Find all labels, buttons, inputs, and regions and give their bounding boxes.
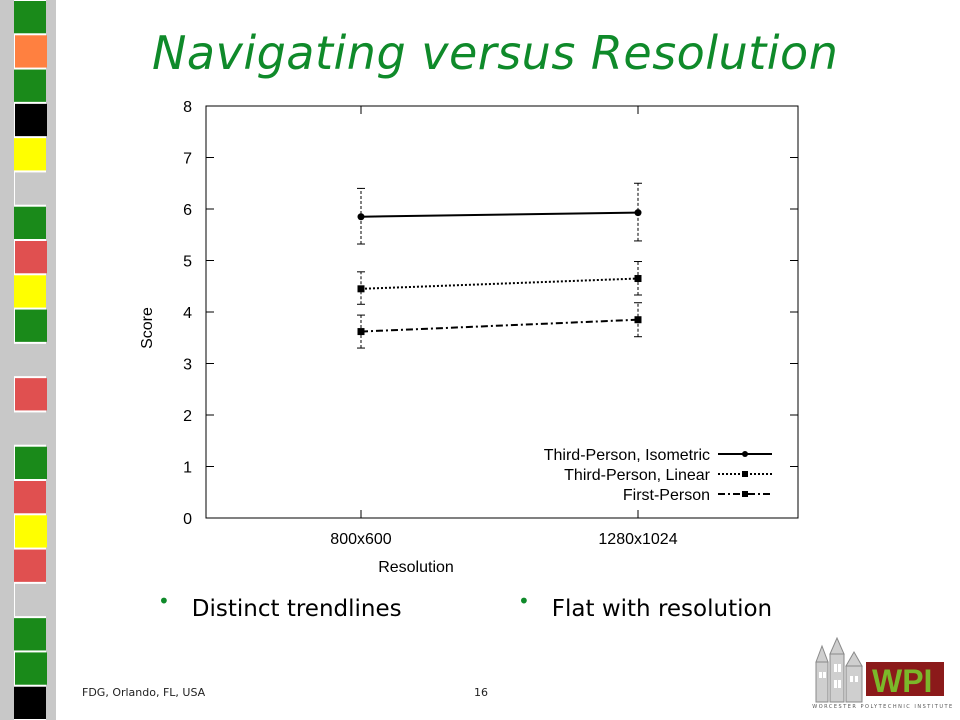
side-strip-block bbox=[15, 583, 47, 617]
x-tick-label: 1280x1024 bbox=[598, 531, 677, 548]
side-strip-block bbox=[14, 686, 46, 719]
side-strip-block bbox=[14, 275, 46, 308]
slide-title: Navigating versus Resolution bbox=[152, 26, 839, 80]
bullet-item-1: • Distinct trendlines bbox=[158, 589, 402, 622]
data-point bbox=[357, 213, 365, 221]
side-strip-block bbox=[15, 515, 47, 548]
y-tick-label: 8 bbox=[183, 99, 192, 116]
legend-marker bbox=[742, 451, 748, 457]
side-strip-block bbox=[14, 481, 46, 514]
side-strip-block bbox=[15, 172, 47, 205]
y-tick-label: 4 bbox=[183, 305, 192, 322]
x-tick-label: 800x600 bbox=[330, 531, 391, 548]
y-tick-label: 0 bbox=[183, 511, 192, 528]
side-strip-block bbox=[15, 309, 47, 342]
side-strip-block bbox=[14, 549, 46, 582]
legend-marker bbox=[742, 491, 748, 497]
data-point bbox=[634, 209, 642, 217]
y-tick-label: 3 bbox=[183, 357, 192, 374]
side-strip-block bbox=[15, 35, 47, 68]
bullet-text-1: Distinct trendlines bbox=[191, 596, 402, 622]
side-strip-block bbox=[14, 206, 46, 239]
data-point bbox=[634, 275, 642, 283]
y-axis-label: Score bbox=[139, 307, 156, 349]
side-strip-block bbox=[15, 241, 47, 274]
data-point bbox=[357, 328, 365, 336]
bullet-text-2: Flat with resolution bbox=[551, 596, 773, 622]
side-strip-block bbox=[15, 652, 47, 685]
bullet-dot: • bbox=[518, 589, 530, 613]
page-number: 16 bbox=[474, 686, 488, 699]
y-tick-label: 6 bbox=[183, 202, 192, 219]
side-strip-bar bbox=[46, 0, 56, 720]
side-strip-block bbox=[15, 378, 47, 411]
side-strip-bar bbox=[0, 0, 14, 720]
side-strip-block bbox=[14, 618, 46, 651]
footer-conference: FDG, Orlando, FL, USA bbox=[82, 686, 206, 699]
x-axis-label: Resolution bbox=[378, 559, 454, 576]
series-line bbox=[360, 211, 639, 218]
series-line bbox=[360, 277, 639, 290]
legend-label: Third-Person, Isometric bbox=[544, 447, 710, 464]
bullet-dot: • bbox=[158, 589, 170, 613]
side-strip-block bbox=[14, 343, 46, 377]
legend-label: First-Person bbox=[623, 487, 710, 504]
data-point bbox=[634, 316, 642, 324]
legend-marker bbox=[742, 471, 748, 477]
series-line bbox=[360, 318, 639, 333]
line-chart: 0 1 2 3 4 5 6 7 8 800x600 1280x1024 Resolution Score… bbox=[139, 99, 799, 576]
bullet-item-2: • Flat with resolution bbox=[518, 589, 773, 622]
side-strip-block bbox=[14, 138, 46, 171]
wpi-logo: WPI bbox=[815, 636, 944, 703]
data-point bbox=[357, 285, 365, 293]
side-strip-block bbox=[15, 446, 47, 479]
side-strip-block bbox=[14, 412, 46, 445]
side-strip-block bbox=[14, 1, 46, 34]
y-tick-label: 5 bbox=[183, 254, 192, 271]
side-strip-block bbox=[15, 103, 47, 137]
y-tick-label: 2 bbox=[183, 408, 192, 425]
legend-label: Third-Person, Linear bbox=[564, 467, 711, 484]
decorative-side-strip bbox=[0, 0, 56, 720]
y-tick-label: 7 bbox=[183, 151, 192, 168]
logo-subtitle: WORCESTER POLYTECHNIC INSTITUTE bbox=[812, 704, 954, 710]
side-strip-block bbox=[14, 69, 46, 102]
logo-text: WPI bbox=[872, 663, 932, 699]
y-tick-label: 1 bbox=[183, 460, 192, 477]
